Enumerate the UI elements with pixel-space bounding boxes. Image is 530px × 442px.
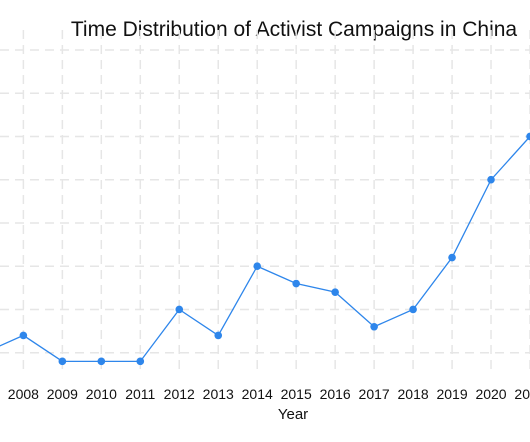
x-tick-label: 2021 (514, 386, 530, 402)
data-point (19, 331, 28, 340)
data-point (175, 305, 184, 314)
x-tick-label: 2019 (436, 386, 467, 402)
x-tick-label: 2009 (47, 386, 78, 402)
x-tick-label: 2015 (281, 386, 312, 402)
data-point (526, 132, 530, 141)
x-tick-label: 2017 (359, 386, 390, 402)
data-point (331, 288, 339, 296)
x-tick-label: 2018 (398, 386, 429, 402)
data-point (58, 357, 67, 366)
x-tick-label: 2016 (320, 386, 351, 402)
data-point (136, 357, 145, 366)
series-layer (0, 132, 530, 366)
data-point (97, 357, 106, 366)
x-tick-label: 2013 (203, 386, 234, 402)
data-point (253, 262, 262, 271)
data-point (448, 253, 456, 262)
x-axis-label: Year (278, 406, 308, 423)
data-point (292, 279, 300, 288)
data-point (370, 322, 378, 331)
x-tick-label: 2014 (242, 386, 273, 402)
x-tick-label: 2012 (164, 386, 195, 402)
data-point (409, 305, 417, 314)
x-tick-label: 2020 (475, 386, 506, 402)
x-tick-label: 2008 (8, 386, 39, 402)
data-point (487, 175, 495, 184)
chart-title: Time Distribution of Activist Campaigns … (71, 18, 518, 41)
x-tick-label: 2011 (125, 386, 155, 402)
x-tick-labels: 2008 2009 2010 2011 2012 2013 2014 2015 2016 2017… (8, 386, 530, 402)
data-point (214, 331, 223, 340)
x-tick-label: 2010 (86, 386, 117, 402)
grid (0, 30, 530, 370)
series-line (0, 136, 530, 363)
